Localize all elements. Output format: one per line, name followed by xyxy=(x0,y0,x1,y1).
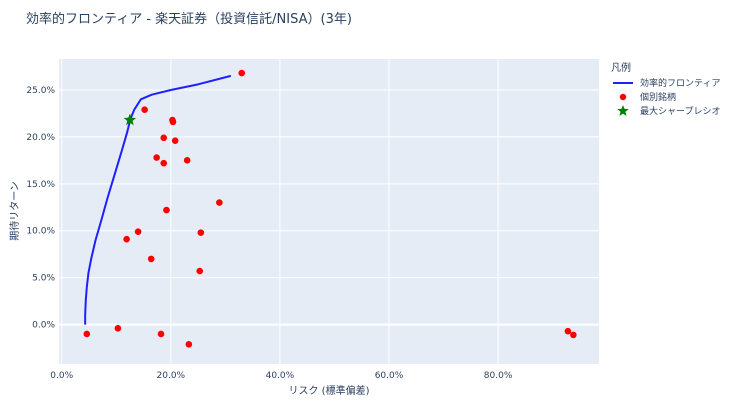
asset-point xyxy=(147,255,155,263)
y-tick-label: 10.0% xyxy=(26,227,55,237)
y-tick-label: 20.0% xyxy=(26,133,55,143)
asset-point xyxy=(185,340,193,348)
legend-label-frontier: 効率的フロンティア xyxy=(640,77,720,89)
x-tick-label: 20.0% xyxy=(157,371,186,381)
y-tick-label: 15.0% xyxy=(26,180,55,190)
legend-title: 凡例 xyxy=(611,61,631,74)
asset-point xyxy=(196,267,204,275)
asset-point xyxy=(570,331,577,339)
x-tick-label: 40.0% xyxy=(266,371,295,381)
x-tick-label: 60.0% xyxy=(375,371,404,381)
asset-point xyxy=(197,229,205,236)
y-tick-label: 25.0% xyxy=(26,86,55,96)
x-tick-labels: 0.0% 20.0% 40.0% 60.0% 80.0% xyxy=(50,371,513,381)
legend-item-max-sharpe[interactable]: 最大シャープレシオ xyxy=(617,105,720,117)
max-sharpe-star xyxy=(123,113,137,126)
x-tick-label: 0.0% xyxy=(50,371,73,381)
legend[interactable]: 凡例 効率的フロンティア 個別銘柄 最大シャープレシオ xyxy=(611,61,720,117)
asset-point xyxy=(564,327,572,335)
series-layer xyxy=(83,69,577,348)
grid xyxy=(59,59,599,364)
asset-point xyxy=(123,235,130,243)
asset-point xyxy=(216,199,223,206)
legend-label-assets: 個別銘柄 xyxy=(640,91,676,103)
y-axis-title: 期待リターン xyxy=(8,181,21,241)
plot-area xyxy=(59,59,599,364)
asset-point xyxy=(83,330,91,338)
asset-point xyxy=(163,206,170,214)
frontier-line xyxy=(84,74,232,325)
x-tick-label: 80.0% xyxy=(484,371,513,381)
asset-point xyxy=(153,154,160,161)
legend-star-swatch xyxy=(617,105,629,116)
legend-item-assets[interactable]: 個別銘柄 xyxy=(619,91,676,103)
chart-title: 効率的フロンティア - 楽天証券（投資信託/NISA）(3年) xyxy=(26,11,352,27)
y-tick-label: 0.0% xyxy=(32,321,55,331)
legend-label-max-sharpe: 最大シャープレシオ xyxy=(640,105,720,117)
asset-point xyxy=(160,134,168,142)
asset-point xyxy=(238,69,246,77)
asset-point xyxy=(134,228,142,235)
y-tick-labels: 0.0% 5.0% 10.0% 15.0% 20.0% 25.0% xyxy=(26,86,55,331)
x-axis-title: リスク (標準偏差) xyxy=(289,384,370,397)
asset-point xyxy=(183,157,191,164)
asset-point xyxy=(157,330,165,338)
asset-point xyxy=(114,325,122,332)
asset-point xyxy=(169,118,177,126)
asset-point xyxy=(141,106,148,113)
asset-point xyxy=(160,159,168,167)
legend-dot-swatch xyxy=(619,93,627,101)
legend-item-frontier[interactable]: 効率的フロンティア xyxy=(613,77,720,89)
asset-point xyxy=(171,137,179,144)
y-tick-label: 5.0% xyxy=(32,274,55,284)
